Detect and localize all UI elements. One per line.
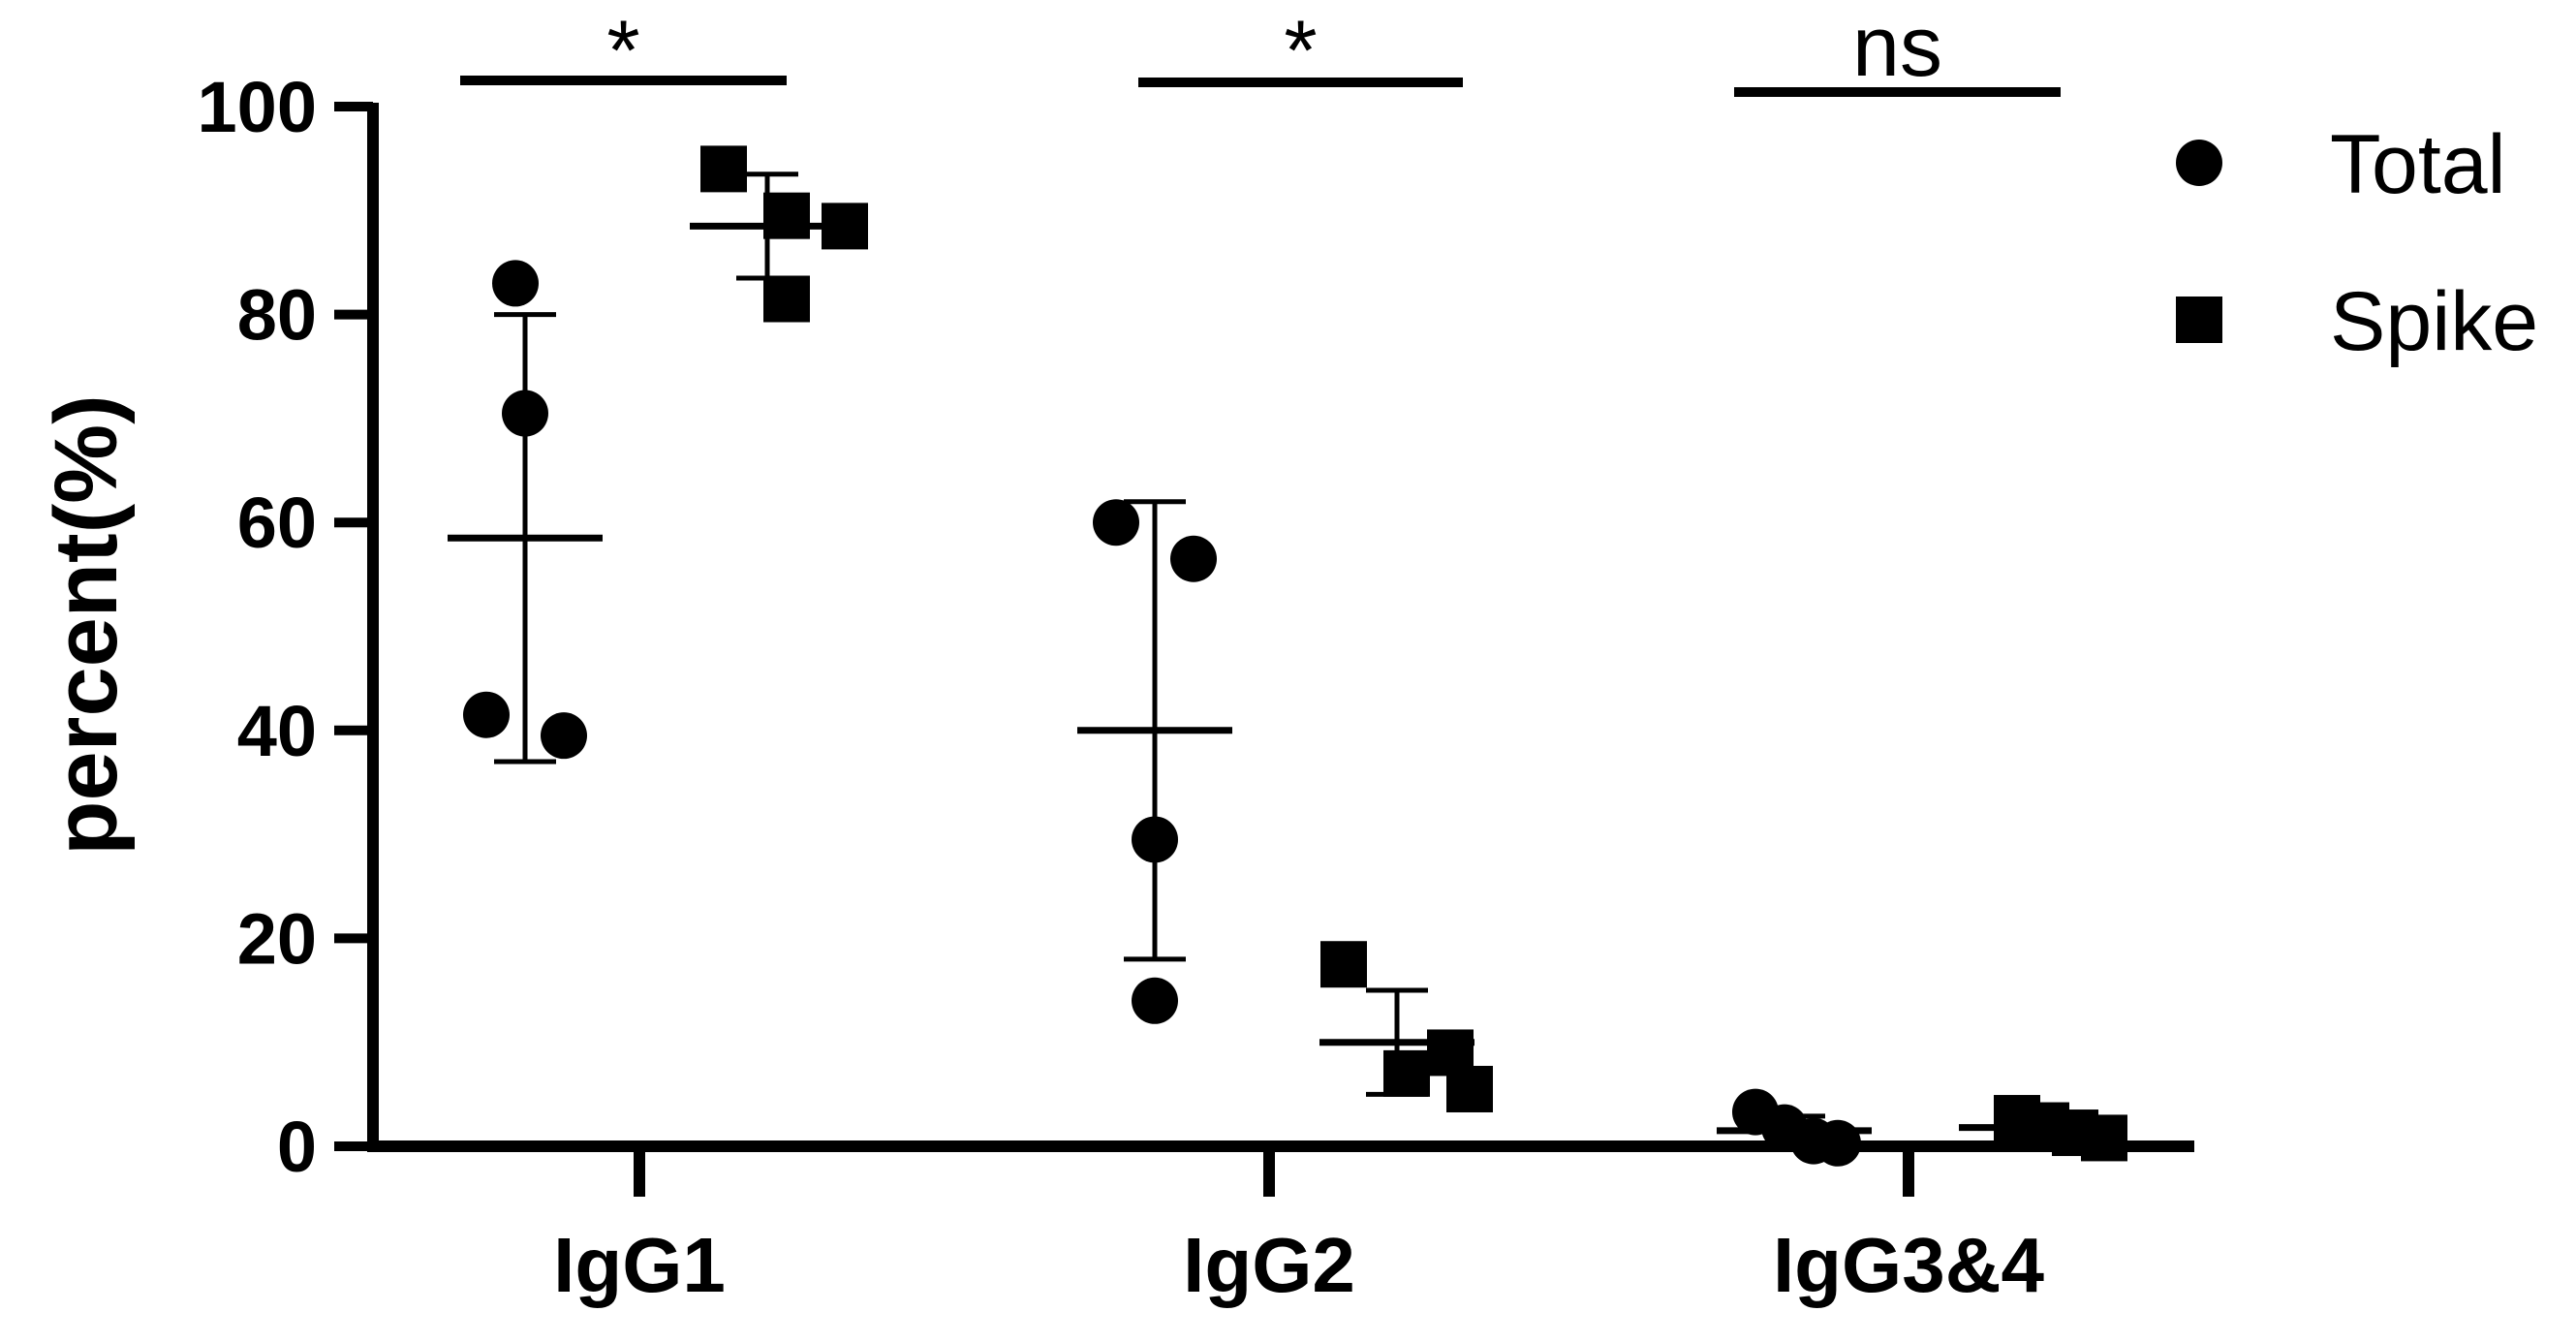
data-point-total-1-1 <box>1170 535 1217 582</box>
legend-marker-spike <box>2176 297 2222 343</box>
significance-label-0: * <box>606 2 639 98</box>
y-tick-label-4: 80 <box>237 275 317 356</box>
data-point-total-0-1 <box>502 390 548 437</box>
error-bar-total-1 <box>1077 499 1232 962</box>
data-point-spike-1-3 <box>1446 1065 1493 1112</box>
data-point-total-1-3 <box>1132 977 1178 1024</box>
data-point-spike-0-0 <box>700 145 747 193</box>
y-tick-label-1: 20 <box>237 898 317 979</box>
data-point-total-0-2 <box>463 691 510 738</box>
legend-label-total: Total <box>2330 118 2506 211</box>
significance-label-1: * <box>1284 2 1317 98</box>
data-point-total-0-3 <box>541 712 587 760</box>
data-point-total-1-0 <box>1093 499 1139 547</box>
legend: Total Spike <box>2176 118 2538 368</box>
y-tick-label-5: 100 <box>198 67 317 147</box>
data-point-spike-0-2 <box>822 203 868 250</box>
data-point-spike-1-0 <box>1320 941 1367 988</box>
y-tick-label-3: 60 <box>237 483 317 563</box>
data-point-total-2-3 <box>1815 1119 1861 1167</box>
data-point-total-1-2 <box>1132 816 1178 863</box>
x-tick-label-1: IgG2 <box>1183 1222 1355 1308</box>
error-bar-total-0 <box>448 312 603 765</box>
data-point-spike-0-3 <box>763 275 810 323</box>
data-point-spike-2-3 <box>2081 1114 2127 1162</box>
y-tick-label-2: 40 <box>237 691 317 771</box>
y-axis-label: percent(%) <box>37 394 136 855</box>
legend-marker-total <box>2176 140 2222 186</box>
legend-label-spike: Spike <box>2330 275 2538 368</box>
axes: 0 20 40 60 80 100 IgG1 IgG2 IgG3&4 <box>198 67 2194 1308</box>
data-point-total-0-0 <box>492 260 539 307</box>
x-tick-label-0: IgG1 <box>553 1222 726 1308</box>
data-point-spike-1-2 <box>1383 1049 1430 1097</box>
data-marks <box>448 145 2127 1167</box>
significance-label-2: ns <box>1852 0 1942 94</box>
x-tick-label-2: IgG3&4 <box>1773 1222 2045 1308</box>
significance-annotations: * * ns <box>460 0 2061 98</box>
data-point-spike-0-1 <box>763 192 810 239</box>
y-tick-label-0: 0 <box>277 1107 317 1187</box>
